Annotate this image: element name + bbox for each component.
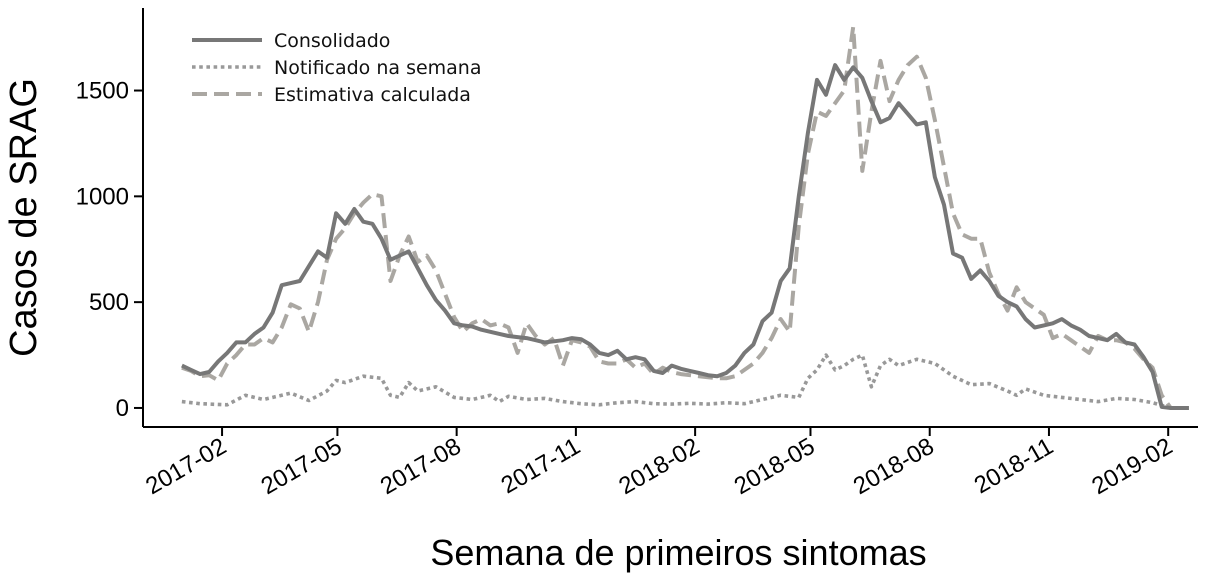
series-line-notificado-na-semana bbox=[181, 353, 1189, 410]
x-tick-label: 2017-11 bbox=[497, 433, 585, 500]
x-tick-label: 2018-08 bbox=[849, 433, 939, 500]
x-tick-label: 2017-08 bbox=[376, 433, 466, 500]
x-tick-label: 2019-02 bbox=[1087, 433, 1177, 500]
x-axis-ticks: 2017-02 2017-05 2017-08 2017-11 2018-02 2018-… bbox=[141, 427, 1177, 500]
x-tick-label: 2018-02 bbox=[614, 433, 704, 500]
series-line-consolidado bbox=[181, 63, 1189, 410]
x-tick-label: 2017-05 bbox=[257, 433, 347, 500]
x-tick-label: 2017-02 bbox=[141, 433, 231, 500]
x-axis-title: Semana de primeiros sintomas bbox=[430, 532, 926, 573]
y-axis-title: Casos de SRAG bbox=[3, 78, 45, 357]
legend-label-notificado-na-semana: Notificado na semana bbox=[274, 57, 482, 79]
legend-label-estimativa-calculada: Estimativa calculada bbox=[274, 84, 471, 106]
y-tick-label: 1000 bbox=[76, 183, 129, 210]
y-tick-label: 500 bbox=[89, 289, 129, 316]
legend: Consolidado Notificado na semana Estimativ… bbox=[192, 30, 482, 106]
plot-area bbox=[181, 25, 1189, 410]
series-line-estimativa-calculada bbox=[181, 25, 1189, 410]
x-tick-label: 2018-11 bbox=[970, 433, 1058, 500]
legend-label-consolidado: Consolidado bbox=[274, 30, 390, 52]
y-tick-label: 1500 bbox=[76, 78, 129, 105]
y-tick-label: 0 bbox=[116, 395, 129, 422]
x-tick-label: 2018-05 bbox=[730, 433, 820, 500]
y-axis-ticks: 0 500 1000 1500 bbox=[76, 78, 143, 422]
